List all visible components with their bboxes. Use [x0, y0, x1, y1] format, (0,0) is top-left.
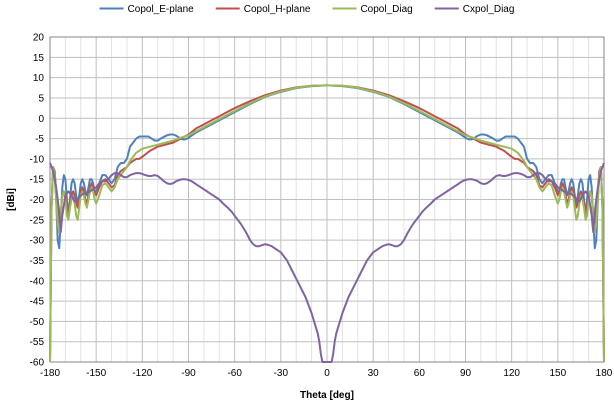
y-tick-label: -5	[35, 134, 44, 145]
x-tick-label: 150	[549, 368, 566, 379]
x-tick-label: -120	[132, 368, 152, 379]
x-tick-label: 120	[503, 368, 520, 379]
x-tick-label: 0	[324, 368, 330, 379]
series-line-copol-diag	[49, 84, 605, 363]
y-tick-label: 0	[38, 114, 44, 125]
series-layer	[49, 84, 605, 363]
legend-label-copol-diag: Copol_Diag	[360, 4, 412, 15]
y-tick-label: 15	[33, 53, 45, 64]
x-tick-label: -150	[86, 368, 106, 379]
y-tick-label: -30	[30, 236, 45, 247]
legend-label-cxpol-diag: Cxpol_Diag	[463, 4, 515, 15]
x-tick-label: -30	[274, 368, 289, 379]
x-tick-label: -180	[40, 368, 60, 379]
y-tick-label: -50	[30, 317, 45, 328]
legend: Copol_E-plane Copol_H-plane Copol_Diag Cxpo…	[99, 4, 515, 15]
series-line-cxpol-diag	[49, 162, 605, 363]
y-tick-label: -20	[30, 195, 45, 206]
y-axis-title: [dBi]	[6, 188, 17, 211]
x-tick-label: 90	[460, 368, 472, 379]
x-axis-title: Theta [deg]	[300, 390, 354, 401]
y-tick-label: 20	[33, 33, 45, 44]
x-axis-tick-labels: -180 -150 -120 -90 -60 -30 0 30 60 90 120 150 180	[40, 368, 613, 379]
x-tick-label: -60	[227, 368, 242, 379]
y-tick-label: 10	[33, 73, 45, 84]
y-tick-label: -55	[30, 337, 45, 348]
y-axis-tick-labels: -60-55-50-45-40-35-30-25-20-15-10-505101…	[30, 33, 45, 369]
x-tick-label: 30	[368, 368, 380, 379]
y-tick-label: -25	[30, 215, 45, 226]
y-tick-label: -45	[30, 297, 45, 308]
y-tick-label: -40	[30, 276, 45, 287]
x-tick-label: 180	[596, 368, 613, 379]
y-tick-label: 5	[38, 93, 44, 104]
legend-label-copol-e-plane: Copol_E-plane	[128, 4, 195, 15]
legend-label-copol-h-plane: Copol_H-plane	[244, 4, 311, 15]
y-tick-label: -35	[30, 256, 45, 267]
y-tick-label: -10	[30, 154, 45, 165]
y-tick-label: -15	[30, 175, 45, 186]
x-tick-label: 60	[414, 368, 426, 379]
x-tick-label: -90	[181, 368, 196, 379]
y-tick-label: -60	[30, 358, 45, 369]
